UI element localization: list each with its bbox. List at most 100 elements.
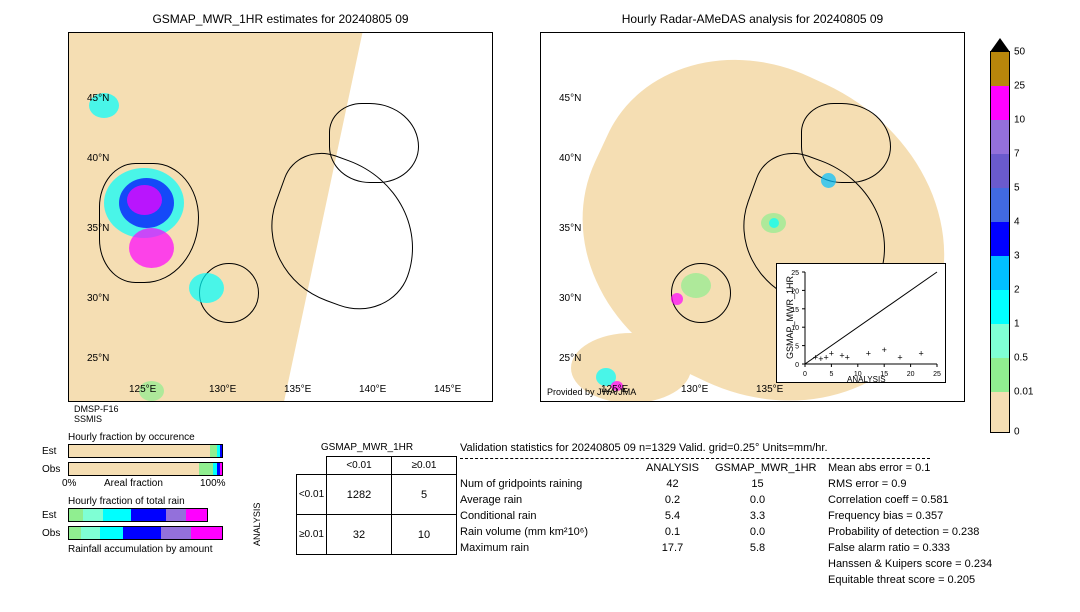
bar-segment	[186, 509, 207, 521]
colorbar-tick-label: 10	[1014, 115, 1025, 126]
stats-metric: False alarm ratio = 0.333	[828, 540, 992, 556]
precip-mag-r	[671, 293, 683, 305]
colorbar-segment	[991, 86, 1009, 120]
svg-text:25: 25	[933, 371, 941, 378]
svg-text:20: 20	[907, 371, 915, 378]
stats-metric: Hanssen & Kuipers score = 0.234	[828, 556, 992, 572]
lat-tick-r: 40°N	[559, 153, 581, 164]
lat-tick: 25°N	[87, 353, 109, 364]
accum-title: Rainfall accumulation by amount	[68, 544, 213, 555]
lon-tick: 145°E	[434, 384, 461, 395]
stats-row-b: 0.0	[715, 526, 800, 538]
contingency-title: GSMAP_MWR_1HR	[302, 442, 432, 453]
cell-b: 5	[392, 475, 457, 515]
contingency-ylabel: ANALYSIS	[252, 503, 262, 546]
colorbar-tick-label: 0.01	[1014, 387, 1033, 398]
colorbar-tick-label: 50	[1014, 47, 1025, 58]
right-map-canvas: 45°N 40°N 35°N 30°N 25°N 125°E 130°E 135…	[541, 33, 964, 401]
lat-tick: 40°N	[87, 153, 109, 164]
colorbar-segment	[991, 188, 1009, 222]
stats-row-b: 5.8	[715, 542, 800, 554]
stats-metric: Equitable threat score = 0.205	[828, 572, 992, 588]
colorbar-triangle	[990, 38, 1010, 52]
colorbar-segment	[991, 324, 1009, 358]
dash-line	[460, 458, 930, 459]
colorbar-tick-label: 0.5	[1014, 353, 1028, 364]
colorbar-segment	[991, 222, 1009, 256]
svg-text:+: +	[919, 349, 924, 359]
occ-est-bar	[68, 444, 223, 458]
stats-row-b: 3.3	[715, 510, 800, 522]
obs-label-2: Obs	[42, 528, 60, 539]
lat-tick-r: 25°N	[559, 353, 581, 364]
bar-segment	[220, 445, 222, 457]
stats-h1: ANALYSIS	[630, 462, 715, 474]
lon-tick-r: 135°E	[756, 384, 783, 395]
cell-d: 10	[392, 515, 457, 555]
stats-row-a: 0.1	[630, 526, 715, 538]
lon-tick-r: 130°E	[681, 384, 708, 395]
bar-segment	[210, 445, 218, 457]
th-row1: <0.01	[297, 475, 327, 515]
stats-row-a: 17.7	[630, 542, 715, 554]
precip-scatter-2	[189, 273, 224, 303]
cell-a: 1282	[327, 475, 392, 515]
colorbar-tick-label: 0	[1014, 427, 1020, 438]
svg-text:+: +	[845, 352, 850, 362]
th-col2: ≥0.01	[392, 457, 457, 475]
svg-text:0: 0	[795, 362, 799, 369]
scatter-ylabel: GSMAP_MWR_1HR	[785, 276, 795, 359]
bar-segment	[81, 527, 99, 539]
stats-metric: Mean abs error = 0.1	[828, 460, 992, 476]
colorbar-tick-label: 3	[1014, 251, 1020, 262]
stats-metric: Probability of detection = 0.238	[828, 524, 992, 540]
stats-row-label: Num of gridpoints raining	[460, 478, 630, 490]
svg-text:5: 5	[795, 344, 799, 351]
bar-segment	[123, 527, 161, 539]
bar-segment	[161, 527, 192, 539]
left-map-canvas: 45°N 40°N 35°N 30°N 25°N 125°E 130°E 135…	[69, 33, 492, 401]
stats-row: Average rain0.20.0	[460, 492, 835, 508]
lat-tick: 35°N	[87, 223, 109, 234]
th-col1: <0.01	[327, 457, 392, 475]
stats-title: Validation statistics for 20240805 09 n=…	[460, 442, 828, 454]
colorbar-tick-label: 7	[1014, 149, 1020, 160]
scatter-svg: ++++++++++ 0510152025 0510152025	[777, 264, 947, 384]
lon-tick: 130°E	[209, 384, 236, 395]
stats-row-a: 42	[630, 478, 715, 490]
scatter-xlabel: ANALYSIS	[847, 375, 886, 384]
rain-est-bar	[68, 508, 208, 522]
xmid-label: Areal fraction	[104, 478, 163, 489]
stats-row-label: Conditional rain	[460, 510, 630, 522]
svg-text:+: +	[829, 349, 834, 359]
svg-text:+: +	[882, 345, 887, 355]
precip-magenta-1	[127, 185, 162, 215]
lon-tick: 125°E	[129, 384, 156, 395]
svg-text:+: +	[866, 349, 871, 359]
x0-label: 0%	[62, 478, 76, 489]
lat-tick-r: 45°N	[559, 93, 581, 104]
stats-row: Maximum rain17.75.8	[460, 540, 835, 556]
rain-title: Hourly fraction of total rain	[68, 496, 185, 507]
svg-text:0: 0	[803, 371, 807, 378]
stats-row: Num of gridpoints raining4215	[460, 476, 835, 492]
colorbar-tick-label: 5	[1014, 183, 1020, 194]
svg-text:+: +	[818, 354, 823, 364]
colorbar-segment	[991, 392, 1009, 432]
scatter-inset: ++++++++++ 0510152025 0510152025 ANALYSI…	[776, 263, 946, 383]
contingency-table: <0.01≥0.01 <0.0112825 ≥0.013210	[296, 456, 457, 555]
bar-segment	[83, 509, 104, 521]
stats-row-label: Average rain	[460, 494, 630, 506]
stats-row: Rain volume (mm km²10⁶)0.10.0	[460, 524, 835, 540]
stats-table: ANALYSIS GSMAP_MWR_1HR Num of gridpoints…	[460, 460, 835, 556]
stats-right-column: Mean abs error = 0.1RMS error = 0.9Corre…	[828, 460, 992, 588]
bar-segment	[100, 527, 123, 539]
colorbar-tick-label: 1	[1014, 319, 1020, 330]
stats-row-label: Maximum rain	[460, 542, 630, 554]
left-map-title: GSMAP_MWR_1HR estimates for 20240805 09	[68, 12, 493, 26]
lon-tick: 140°E	[359, 384, 386, 395]
occ-title: Hourly fraction by occurence	[68, 432, 195, 443]
precip-g1	[681, 273, 711, 298]
colorbar-segment	[991, 256, 1009, 290]
est-label-1: Est	[42, 446, 56, 457]
